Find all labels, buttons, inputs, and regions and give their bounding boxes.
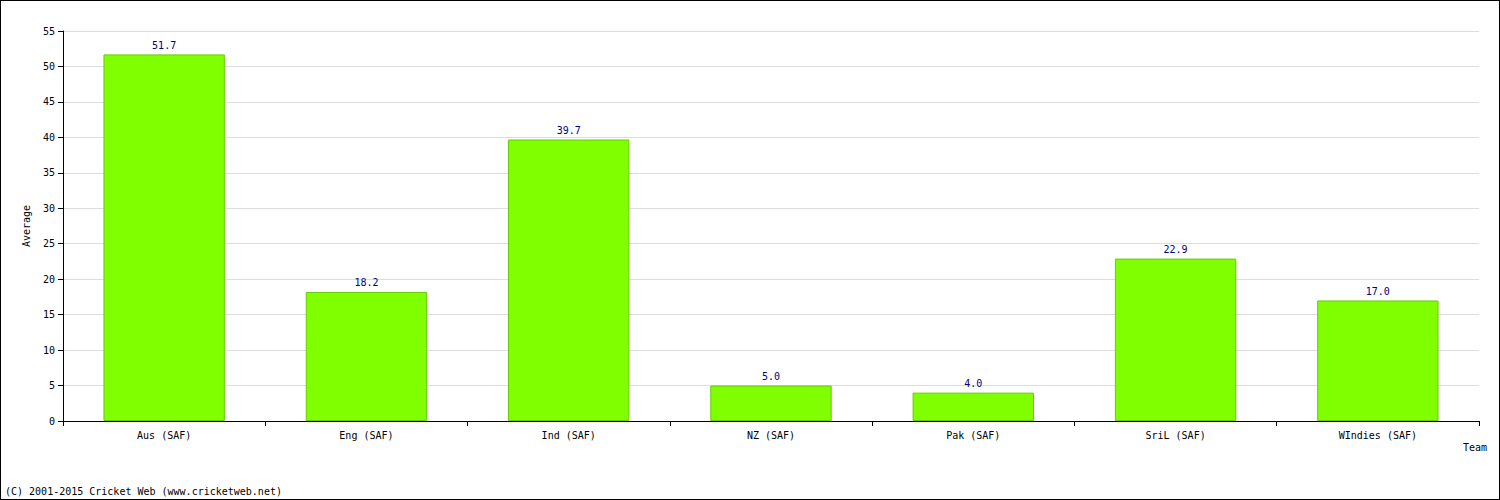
svg-text:5: 5 [49,380,55,391]
svg-text:25: 25 [43,238,55,249]
svg-text:22.9: 22.9 [1164,244,1188,255]
svg-text:30: 30 [43,203,55,214]
svg-text:18.2: 18.2 [354,277,378,288]
svg-text:51.7: 51.7 [152,40,176,51]
svg-text:5.0: 5.0 [762,371,780,382]
svg-text:20: 20 [43,274,55,285]
svg-text:(C) 2001-2015 Cricket Web (www: (C) 2001-2015 Cricket Web (www.cricketwe… [5,486,282,497]
svg-text:15: 15 [43,309,55,320]
svg-text:10: 10 [43,345,55,356]
svg-text:4.0: 4.0 [964,378,982,389]
svg-text:Average: Average [21,205,32,247]
svg-text:Ind (SAF): Ind (SAF) [542,430,596,441]
svg-text:35: 35 [43,167,55,178]
svg-text:17.0: 17.0 [1366,286,1390,297]
svg-text:NZ (SAF): NZ (SAF) [747,430,795,441]
svg-text:Aus (SAF): Aus (SAF) [137,430,191,441]
svg-text:39.7: 39.7 [557,125,581,136]
svg-text:0: 0 [49,416,55,427]
svg-text:SriL (SAF): SriL (SAF) [1145,430,1205,441]
svg-text:50: 50 [43,61,55,72]
svg-text:55: 55 [43,26,55,37]
svg-text:45: 45 [43,96,55,107]
svg-text:Pak (SAF): Pak (SAF) [946,430,1000,441]
svg-text:Team: Team [1463,442,1487,453]
svg-text:WIndies (SAF): WIndies (SAF) [1339,430,1417,441]
svg-text:Eng (SAF): Eng (SAF) [339,430,393,441]
svg-text:40: 40 [43,132,55,143]
